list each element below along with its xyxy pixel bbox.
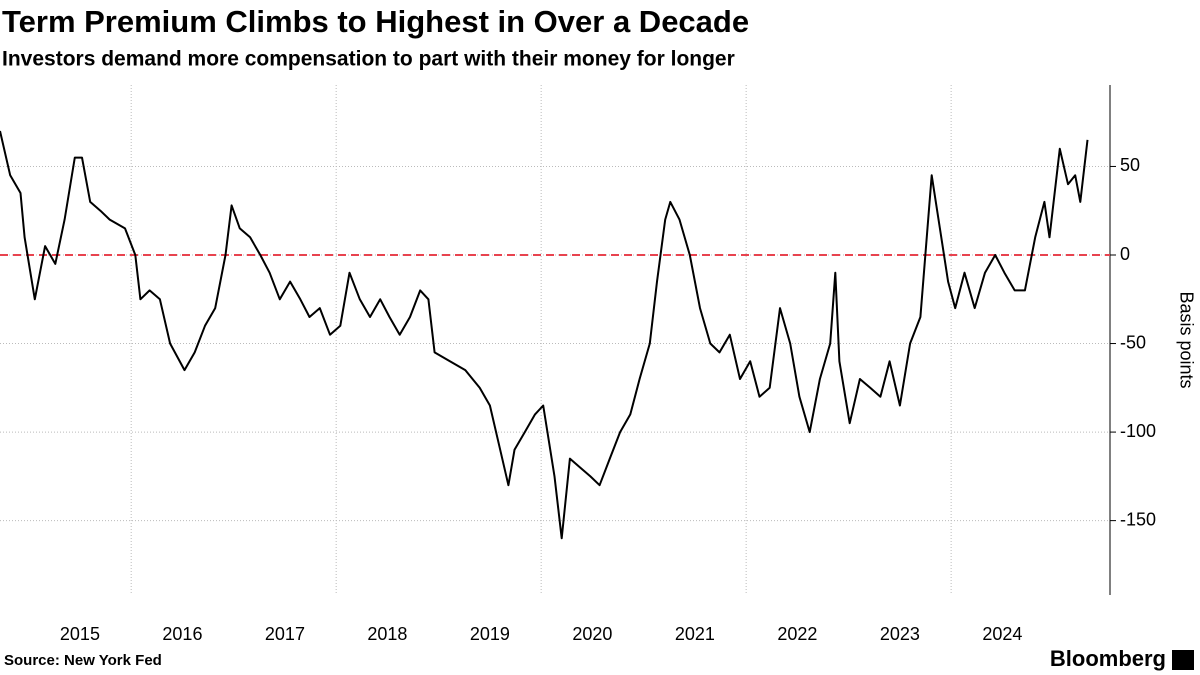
y-tick-label: -150 <box>1120 509 1156 529</box>
x-tick-label: 2022 <box>777 624 817 644</box>
x-tick-label: 2016 <box>162 624 202 644</box>
x-tick-label: 2024 <box>982 624 1022 644</box>
y-axis-label: Basis points <box>1176 291 1196 388</box>
x-tick-label: 2023 <box>880 624 920 644</box>
brand-icon <box>1172 650 1194 670</box>
y-tick-label: 50 <box>1120 155 1140 175</box>
chart-title: Term Premium Climbs to Highest in Over a… <box>2 4 749 39</box>
y-tick-label: 0 <box>1120 244 1130 264</box>
y-tick-label: -50 <box>1120 332 1146 352</box>
x-tick-label: 2018 <box>367 624 407 644</box>
line-series <box>0 130 1089 540</box>
chart-subtitle: Investors demand more compensation to pa… <box>2 48 735 71</box>
x-tick-label: 2019 <box>470 624 510 644</box>
y-tick-label: -100 <box>1120 421 1156 441</box>
x-tick-label: 2017 <box>265 624 305 644</box>
brand: Bloomberg <box>1050 646 1166 671</box>
x-tick-label: 2020 <box>572 624 612 644</box>
x-tick-label: 2015 <box>60 624 100 644</box>
x-tick-label: 2021 <box>675 624 715 644</box>
source: Source: New York Fed <box>4 652 162 669</box>
